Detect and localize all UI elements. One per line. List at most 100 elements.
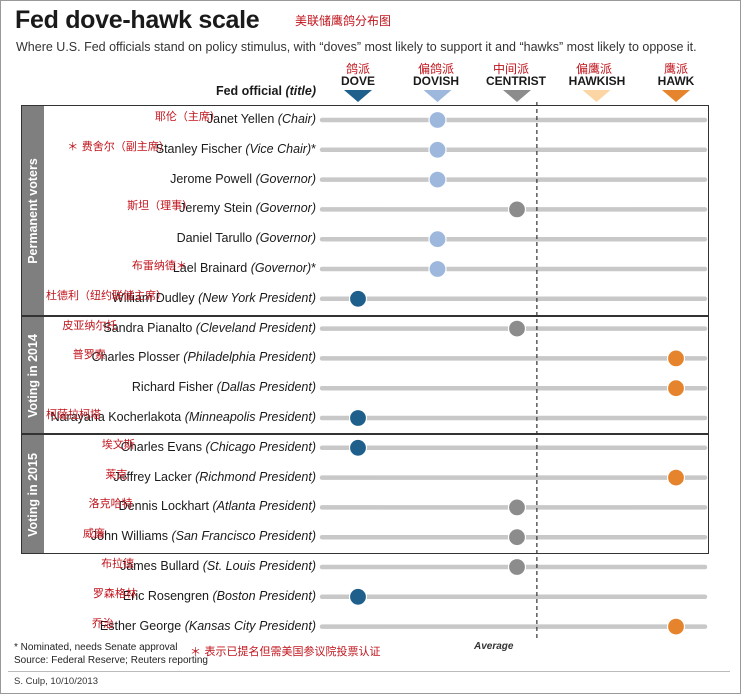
official-title: (San Francisco President) xyxy=(171,529,316,544)
official-note-cn: 莱克 xyxy=(105,467,128,481)
official-name: William Dudley xyxy=(111,290,199,305)
column-header-name: Fed official xyxy=(215,84,282,98)
column-header: Fed official (title) xyxy=(200,84,316,98)
official-label: Narayana Kocherlakota (Minneapolis Presi… xyxy=(51,410,316,424)
official-title: (Richmond President) xyxy=(195,469,316,484)
official-dot-14 xyxy=(507,528,527,547)
official-label: Lael Brainard (Governor)* xyxy=(173,261,316,275)
official-title: (Governor) xyxy=(255,201,316,216)
official-dot-9 xyxy=(666,379,686,398)
official-dot-16 xyxy=(348,587,368,606)
official-name: Jeremy Stein xyxy=(179,201,256,216)
official-label: John Williams (San Francisco President) xyxy=(91,529,316,543)
official-note-cn: 威廉 xyxy=(82,527,105,541)
official-label: Charles Plosser (Philadelphia President) xyxy=(92,350,316,364)
average-label: Average xyxy=(474,641,514,652)
official-title: (St. Louis President) xyxy=(202,559,316,573)
official-name: Charles Evans xyxy=(120,439,206,454)
scale-dovish-label: DOVISH xyxy=(412,74,459,88)
group-side-bar xyxy=(22,435,44,553)
official-title: (Chair) xyxy=(277,112,316,126)
official-label: Jeffrey Lacker (Richmond President) xyxy=(113,470,316,484)
official-label: Esther George (Kansas City President) xyxy=(100,619,316,633)
official-name: Stanley Fischer xyxy=(155,141,246,156)
official-title: (Atlanta President) xyxy=(212,499,316,514)
official-note-cn: 耶伦（主席） xyxy=(154,110,221,123)
chart-subtitle: Where U.S. Fed officials stand on policy… xyxy=(16,40,697,54)
official-label: Dennis Lockhart (Atlanta President) xyxy=(119,499,316,513)
official-title: (Vice Chair) xyxy=(245,141,312,156)
official-dot-15 xyxy=(507,557,527,577)
official-title: (New York President) xyxy=(198,290,316,305)
column-header-suffix: (title) xyxy=(285,84,316,98)
official-dot-2 xyxy=(428,170,447,189)
official-label: Richard Fisher (Dallas President) xyxy=(132,380,316,394)
official-name: Jerome Powell xyxy=(170,171,256,186)
official-title: (Governor) xyxy=(255,171,316,186)
official-dot-6 xyxy=(348,289,368,308)
footnote-nominated-cn: ＊ 表示已提名但需美国参议院投票认证 xyxy=(190,645,381,658)
credit-divider xyxy=(8,671,730,672)
scale-marker-hawkish xyxy=(582,90,611,102)
group-voting-2014: Voting in 2014 xyxy=(21,316,709,434)
official-title: (Minneapolis President) xyxy=(184,410,316,424)
footnote-source: Source: Federal Reserve; Reuters reporti… xyxy=(14,655,208,666)
official-title: (Philadelphia President) xyxy=(183,350,316,365)
official-dot-10 xyxy=(348,408,368,428)
official-label: Eric Rosengren (Boston President) xyxy=(123,589,316,603)
official-dot-12 xyxy=(666,468,686,487)
official-note-cn: 斯坦（理事） xyxy=(127,199,194,213)
official-name: John Williams xyxy=(90,529,172,544)
nominated-star: * xyxy=(311,261,316,275)
official-dot-3 xyxy=(507,200,527,219)
official-name: Sandra Pianalto xyxy=(103,320,196,335)
official-dot-4 xyxy=(428,230,447,249)
official-note-cn: 皮亚纳尔托 xyxy=(62,318,118,332)
official-label: Daniel Tarullo (Governor) xyxy=(177,231,316,245)
official-note-cn: 布拉德 xyxy=(101,557,135,570)
official-name: Jeffrey Lacker xyxy=(113,469,196,484)
official-note-cn: 罗森格林 xyxy=(92,586,137,600)
group-voting-2015: Voting in 2015 xyxy=(21,434,709,554)
scale-marker-centrist xyxy=(503,90,531,102)
credit: S. Culp, 10/10/2013 xyxy=(14,676,98,687)
scale-marker-dove xyxy=(344,90,372,102)
official-note-cn: ＊ 费舍尔（副主席） xyxy=(67,139,170,153)
official-label: Janet Yellen (Chair) xyxy=(207,112,316,126)
official-title: (Governor) xyxy=(255,231,316,246)
official-title: (Kansas City President) xyxy=(184,618,316,633)
official-dot-7 xyxy=(507,319,527,338)
official-title: (Governor) xyxy=(250,261,312,275)
scale-hawk-label: HAWK xyxy=(657,74,695,88)
scale-centrist-cn: 中间派 xyxy=(492,62,529,76)
scale-hawk-cn: 鹰派 xyxy=(663,62,688,76)
chart-title: Fed dove-hawk scale xyxy=(15,6,260,34)
scale-dove-cn: 鸽派 xyxy=(345,62,370,76)
official-note-cn: 埃文斯 xyxy=(101,437,135,451)
official-note-cn: 普罗索 xyxy=(72,348,106,362)
official-label: Sandra Pianalto (Cleveland President) xyxy=(103,321,316,335)
official-name: Dennis Lockhart xyxy=(118,499,213,514)
official-note-cn: 布雷纳德＊ xyxy=(131,259,187,272)
footnote-nominated: * Nominated, needs Senate approval xyxy=(14,642,178,653)
chart-title-cn: 美联储鹰鸽分布图 xyxy=(295,14,392,28)
official-title: (Chicago President) xyxy=(205,439,316,454)
official-note-cn: 洛克哈特 xyxy=(88,497,133,511)
official-dot-0 xyxy=(428,110,447,130)
official-name: Richard Fisher xyxy=(131,380,217,395)
scale-centrist-label: CENTRIST xyxy=(486,74,546,88)
official-note-cn: 乔治 xyxy=(91,616,114,630)
scale-hawkish-label: HAWKISH xyxy=(568,74,626,88)
official-note-cn: 杜德利（纽约联储主席） xyxy=(46,288,167,302)
official-name: Charles Plosser xyxy=(91,350,184,365)
official-name: Eric Rosengren xyxy=(122,588,213,603)
official-dot-5 xyxy=(428,259,447,279)
official-dot-1 xyxy=(428,140,447,159)
official-name: Narayana Kocherlakota xyxy=(50,410,185,424)
official-label: Charles Evans (Chicago President) xyxy=(121,440,316,454)
official-name: James Bullard xyxy=(120,559,203,573)
group-permanent-voters: Permanent voters xyxy=(21,105,709,316)
official-label: James Bullard (St. Louis President) xyxy=(120,559,316,573)
official-title: (Cleveland President) xyxy=(195,320,316,335)
